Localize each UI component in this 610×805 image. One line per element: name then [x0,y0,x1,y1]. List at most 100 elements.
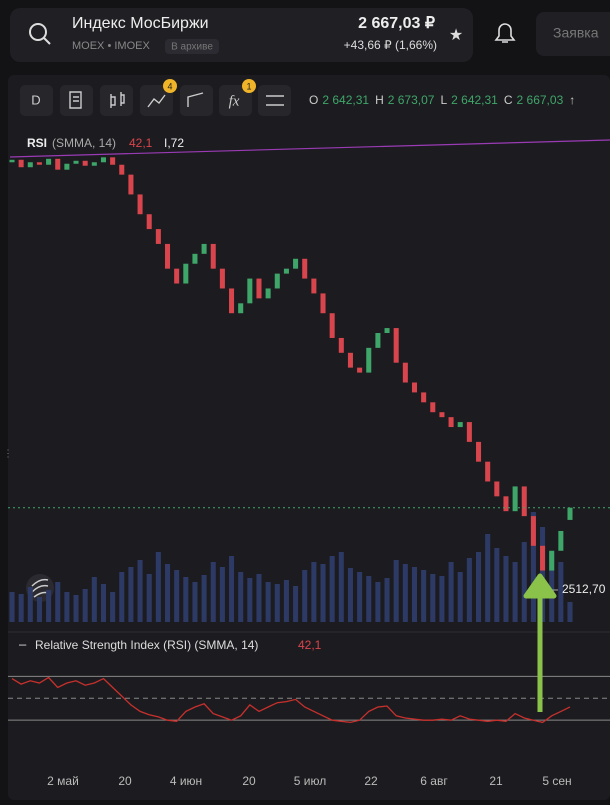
legend-value: 42,1 [129,136,153,150]
candle-body [402,362,408,383]
candle-body [503,496,509,512]
candle-body [247,278,253,304]
overlay-line [9,139,610,158]
x-label: 4 июн [170,774,202,788]
volume-bar [164,564,171,622]
x-label: 20 [118,774,132,788]
volume-bar [55,582,61,622]
candle-body [476,441,482,462]
drawings-badge: 4 [167,81,172,91]
legend-extra: I,72 [164,136,184,150]
volume-bar [174,570,180,622]
candle-body [283,268,289,274]
volume-bar [567,602,573,622]
order-button-label: Заявка [553,25,599,41]
volume-bar [137,560,143,622]
candle-body [55,158,61,170]
candle-body [46,158,52,165]
fx-icon[interactable]: fx [229,93,240,109]
candle-body [73,160,79,164]
candle-body [521,486,527,517]
title: Индекс МосБиржи [72,15,209,32]
candle-body [27,162,33,168]
star[interactable]: ★ [449,27,463,44]
volume-bar [521,542,527,622]
tool-icon[interactable] [110,92,125,108]
ohlc-value: 2 642,31 [322,93,369,107]
interval[interactable]: D [31,92,40,107]
x-label: 5 сен [542,774,571,788]
volume-bar [393,560,399,622]
volume-bar [430,574,436,622]
search-icon-handle [43,37,51,45]
volume-bar [329,556,335,622]
badge-circle [242,79,256,93]
candle-body [329,313,335,338]
candle-body [448,417,454,428]
tool-icon[interactable] [69,91,82,109]
tool-icon[interactable] [147,94,166,108]
volume-bar [155,552,161,622]
candle-body [18,159,24,168]
volume-bar [558,562,564,622]
candle-body [302,258,308,279]
volume-bar [375,582,381,622]
tool-bg [219,85,252,116]
tool-icon[interactable] [187,92,204,107]
volume-bar [210,562,216,622]
candle-body [338,337,344,353]
candle-body [466,422,472,442]
volume-bar [457,572,463,622]
volume-bar [411,567,418,622]
volume-bar [366,576,372,622]
candle-body [293,258,299,269]
candle-body [347,352,353,368]
tool-bg [20,85,53,116]
volume-bar [384,578,390,622]
order-button[interactable] [536,12,610,56]
chart-panel [8,75,610,800]
plot: 2512,70 2 май 20 4 июн 20 5 июл 22 6 авг 21 5 сен [8,157,610,788]
candle-body [357,367,363,373]
candle-body [494,481,500,497]
candle-body [183,263,189,284]
header-card [10,8,473,62]
tool-icon[interactable] [266,95,284,106]
candle-body [229,288,235,314]
volume-bar [146,574,152,622]
legend-name: RSI [27,136,47,150]
volume-bar [494,548,500,622]
rsi-line [11,676,571,724]
tool-bg [180,85,213,116]
volume-bar [421,570,427,622]
search-icon[interactable] [29,23,47,41]
volume-bar [448,562,454,622]
candle-body [256,278,262,299]
volume-bar [219,567,225,622]
ohlc-value: 2 673,07 [388,93,435,107]
volume-bar [100,584,106,622]
tool-bg [258,85,291,116]
volume-bar [302,570,308,622]
volume-bar [128,567,134,622]
bell-icon[interactable] [494,23,516,43]
volume-bar [36,597,42,622]
volume-bar [540,527,546,622]
candle-body [274,273,280,289]
candle-body [82,160,88,166]
handle[interactable]: ⋮ [3,449,13,460]
badge-circle [163,79,177,93]
volume-bar [9,592,15,622]
candle-body [540,545,546,571]
candle-body [411,382,418,393]
volume-bar [46,590,52,622]
collapse[interactable]: – [19,636,27,651]
rsi-value: 42,1 [298,638,322,652]
ohlc-label: H [375,93,384,107]
candle-body [457,422,463,428]
volume-bar [439,576,445,622]
candle-body [119,164,125,175]
volume-bar [238,572,244,622]
volume-bar [485,534,491,622]
